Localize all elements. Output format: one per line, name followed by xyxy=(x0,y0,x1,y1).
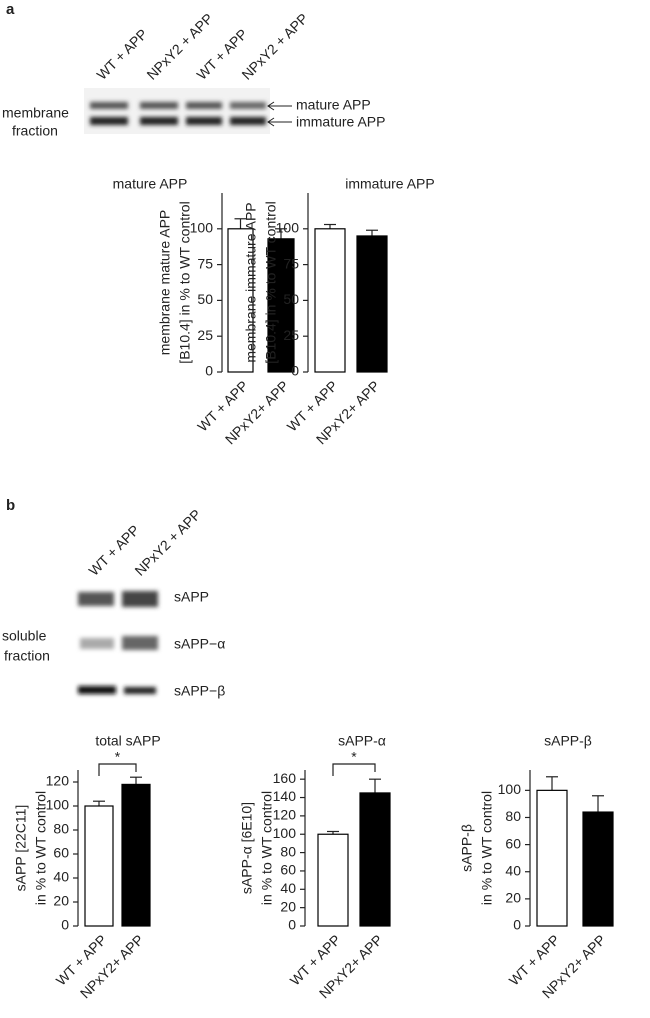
y-tick-label: 0 xyxy=(291,363,299,379)
y-axis-label: [B10.4] in % to WT control xyxy=(177,201,193,363)
y-tick-label: 0 xyxy=(61,917,69,933)
bar xyxy=(84,805,114,927)
y-tick-label: 40 xyxy=(53,869,69,885)
y-tick-label: 40 xyxy=(280,880,296,896)
y-tick-label: 60 xyxy=(505,835,521,851)
y-tick-label: 75 xyxy=(197,255,213,271)
y-tick-label: 20 xyxy=(505,890,521,906)
y-axis-label: in % to WT control xyxy=(33,791,49,905)
bar xyxy=(227,228,254,373)
lane-label: WT + APP xyxy=(93,26,150,83)
chart-title: mature APP xyxy=(113,176,188,192)
y-tick-label: 100 xyxy=(273,825,297,841)
chart-title: immature APP xyxy=(345,176,434,192)
band-label: sAPP xyxy=(174,589,209,605)
y-tick-label: 25 xyxy=(283,327,299,343)
y-axis-label: sAPP-β xyxy=(459,824,475,872)
y-tick-label: 20 xyxy=(53,893,69,909)
y-tick-label: 60 xyxy=(53,845,69,861)
chart-title: sAPP-β xyxy=(544,733,592,749)
fraction-label: membrane xyxy=(2,105,69,121)
band-label: mature APP xyxy=(296,97,371,113)
y-tick-label: 0 xyxy=(205,363,213,379)
y-axis-label: sAPP [22C11] xyxy=(13,805,29,892)
y-tick-label: 25 xyxy=(197,327,213,343)
blot-bg xyxy=(84,88,270,134)
fraction-label: fraction xyxy=(12,123,58,139)
y-tick-label: 50 xyxy=(197,291,213,307)
y-tick-label: 160 xyxy=(273,770,297,786)
bar xyxy=(359,792,391,927)
y-tick-label: 60 xyxy=(280,862,296,878)
bar xyxy=(121,783,151,927)
y-tick-label: 75 xyxy=(283,255,299,271)
y-tick-label: 40 xyxy=(505,862,521,878)
y-tick-label: 0 xyxy=(513,917,521,933)
bar xyxy=(582,811,614,927)
y-tick-label: 50 xyxy=(283,291,299,307)
y-axis-label: membrane mature APP xyxy=(157,210,173,356)
significance-bracket xyxy=(98,763,137,776)
y-axis-label: sAPP-α [6E10] xyxy=(239,802,255,894)
y-tick-label: 100 xyxy=(498,781,522,797)
y-tick-label: 100 xyxy=(190,220,214,236)
y-axis-label: [B10.4] in % to WT control xyxy=(263,201,279,363)
y-tick-label: 0 xyxy=(288,917,296,933)
blot-a xyxy=(90,102,266,125)
y-tick-label: 100 xyxy=(46,797,70,813)
chart-title: sAPP-α xyxy=(338,733,386,749)
y-tick-label: 80 xyxy=(505,808,521,824)
y-tick-label: 120 xyxy=(46,773,70,789)
y-axis-label: membrane immature APP xyxy=(243,202,259,362)
y-axis-label: in % to WT control xyxy=(259,791,275,905)
band-label: sAPP−β xyxy=(174,683,225,699)
bar xyxy=(267,238,295,373)
y-axis-label: in % to WT control xyxy=(479,791,495,905)
bar xyxy=(356,235,388,373)
significance-label: * xyxy=(351,749,357,765)
band-label: immature APP xyxy=(296,114,385,130)
y-tick-label: 140 xyxy=(273,788,297,804)
lane-label: NPxY2 + APP xyxy=(131,506,204,579)
bar xyxy=(536,789,568,927)
significance-label: * xyxy=(115,749,121,765)
chart-title: total sAPP xyxy=(95,733,160,749)
y-tick-label: 20 xyxy=(280,898,296,914)
y-tick-label: 80 xyxy=(53,821,69,837)
fraction-label: soluble xyxy=(2,628,47,644)
y-tick-label: 100 xyxy=(276,220,300,236)
panel-label: a xyxy=(6,1,15,18)
bar xyxy=(314,228,346,373)
bar xyxy=(317,833,349,927)
blot-b xyxy=(78,591,158,694)
band-label: sAPP−α xyxy=(174,636,225,652)
y-tick-label: 80 xyxy=(280,843,296,859)
significance-bracket xyxy=(332,763,376,776)
y-tick-label: 120 xyxy=(273,807,297,823)
panel-label: b xyxy=(6,497,15,514)
arrows xyxy=(267,101,292,127)
lane-label: NPxY2 + APP xyxy=(238,10,311,83)
fraction-label: fraction xyxy=(4,648,50,664)
